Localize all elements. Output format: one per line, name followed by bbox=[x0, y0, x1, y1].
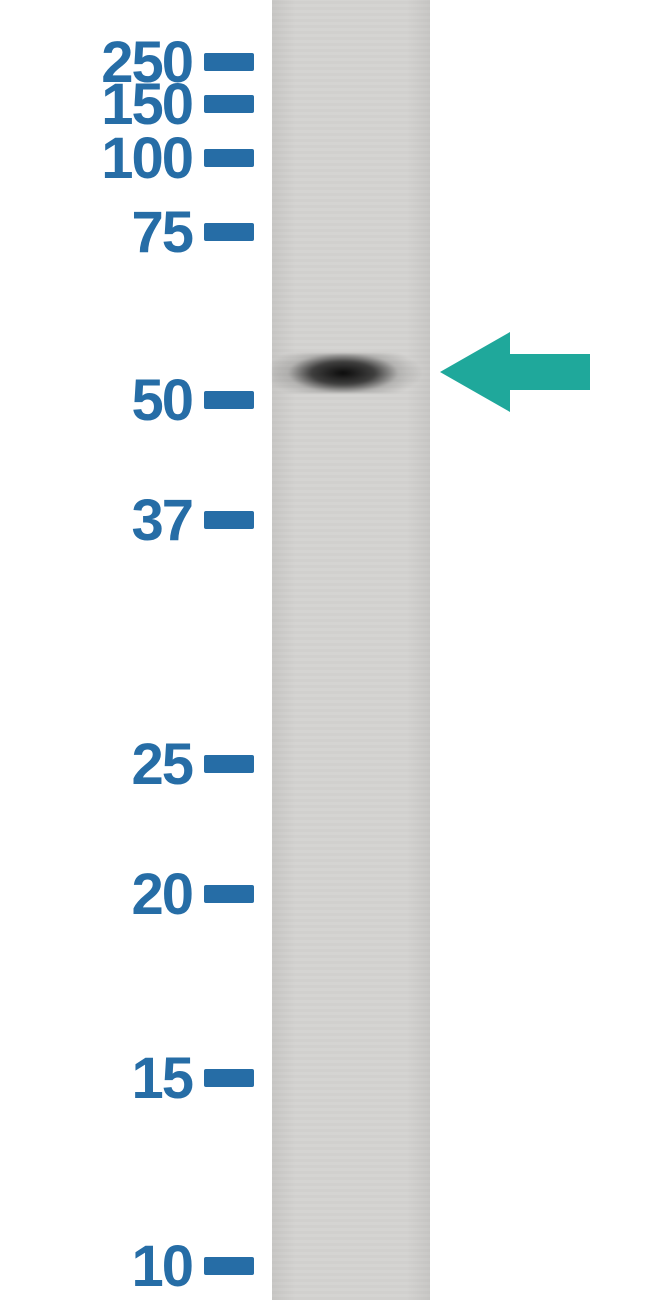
ladder-label: 75 bbox=[131, 199, 192, 266]
ladder-label: 37 bbox=[131, 487, 192, 554]
ladder-marker-15: 15 bbox=[0, 1043, 254, 1113]
ladder-dash bbox=[204, 223, 254, 241]
ladder-marker-75: 75 bbox=[0, 197, 254, 267]
ladder-dash bbox=[204, 1257, 254, 1275]
ladder-marker-10: 10 bbox=[0, 1231, 254, 1301]
lane-background bbox=[272, 0, 430, 1300]
ladder-dash bbox=[204, 391, 254, 409]
ladder-marker-20: 20 bbox=[0, 859, 254, 929]
ladder-label: 50 bbox=[131, 367, 192, 434]
ladder-marker-100: 100 bbox=[0, 123, 254, 193]
ladder-dash bbox=[204, 885, 254, 903]
ladder-label: 10 bbox=[131, 1233, 192, 1300]
ladder-marker-37: 37 bbox=[0, 485, 254, 555]
blot-lane bbox=[272, 0, 430, 1300]
protein-band bbox=[272, 353, 430, 393]
ladder-label: 25 bbox=[131, 731, 192, 798]
band-indicator-arrow bbox=[440, 332, 590, 412]
ladder-marker-25: 25 bbox=[0, 729, 254, 799]
ladder-label: 15 bbox=[131, 1045, 192, 1112]
ladder-label: 100 bbox=[101, 125, 192, 192]
ladder-dash bbox=[204, 755, 254, 773]
ladder-dash bbox=[204, 511, 254, 529]
ladder-dash bbox=[204, 95, 254, 113]
ladder-dash bbox=[204, 1069, 254, 1087]
ladder-label: 20 bbox=[131, 861, 192, 928]
ladder-marker-50: 50 bbox=[0, 365, 254, 435]
ladder-dash bbox=[204, 149, 254, 167]
western-blot-figure: 25015010075503725201510 bbox=[0, 0, 650, 1300]
